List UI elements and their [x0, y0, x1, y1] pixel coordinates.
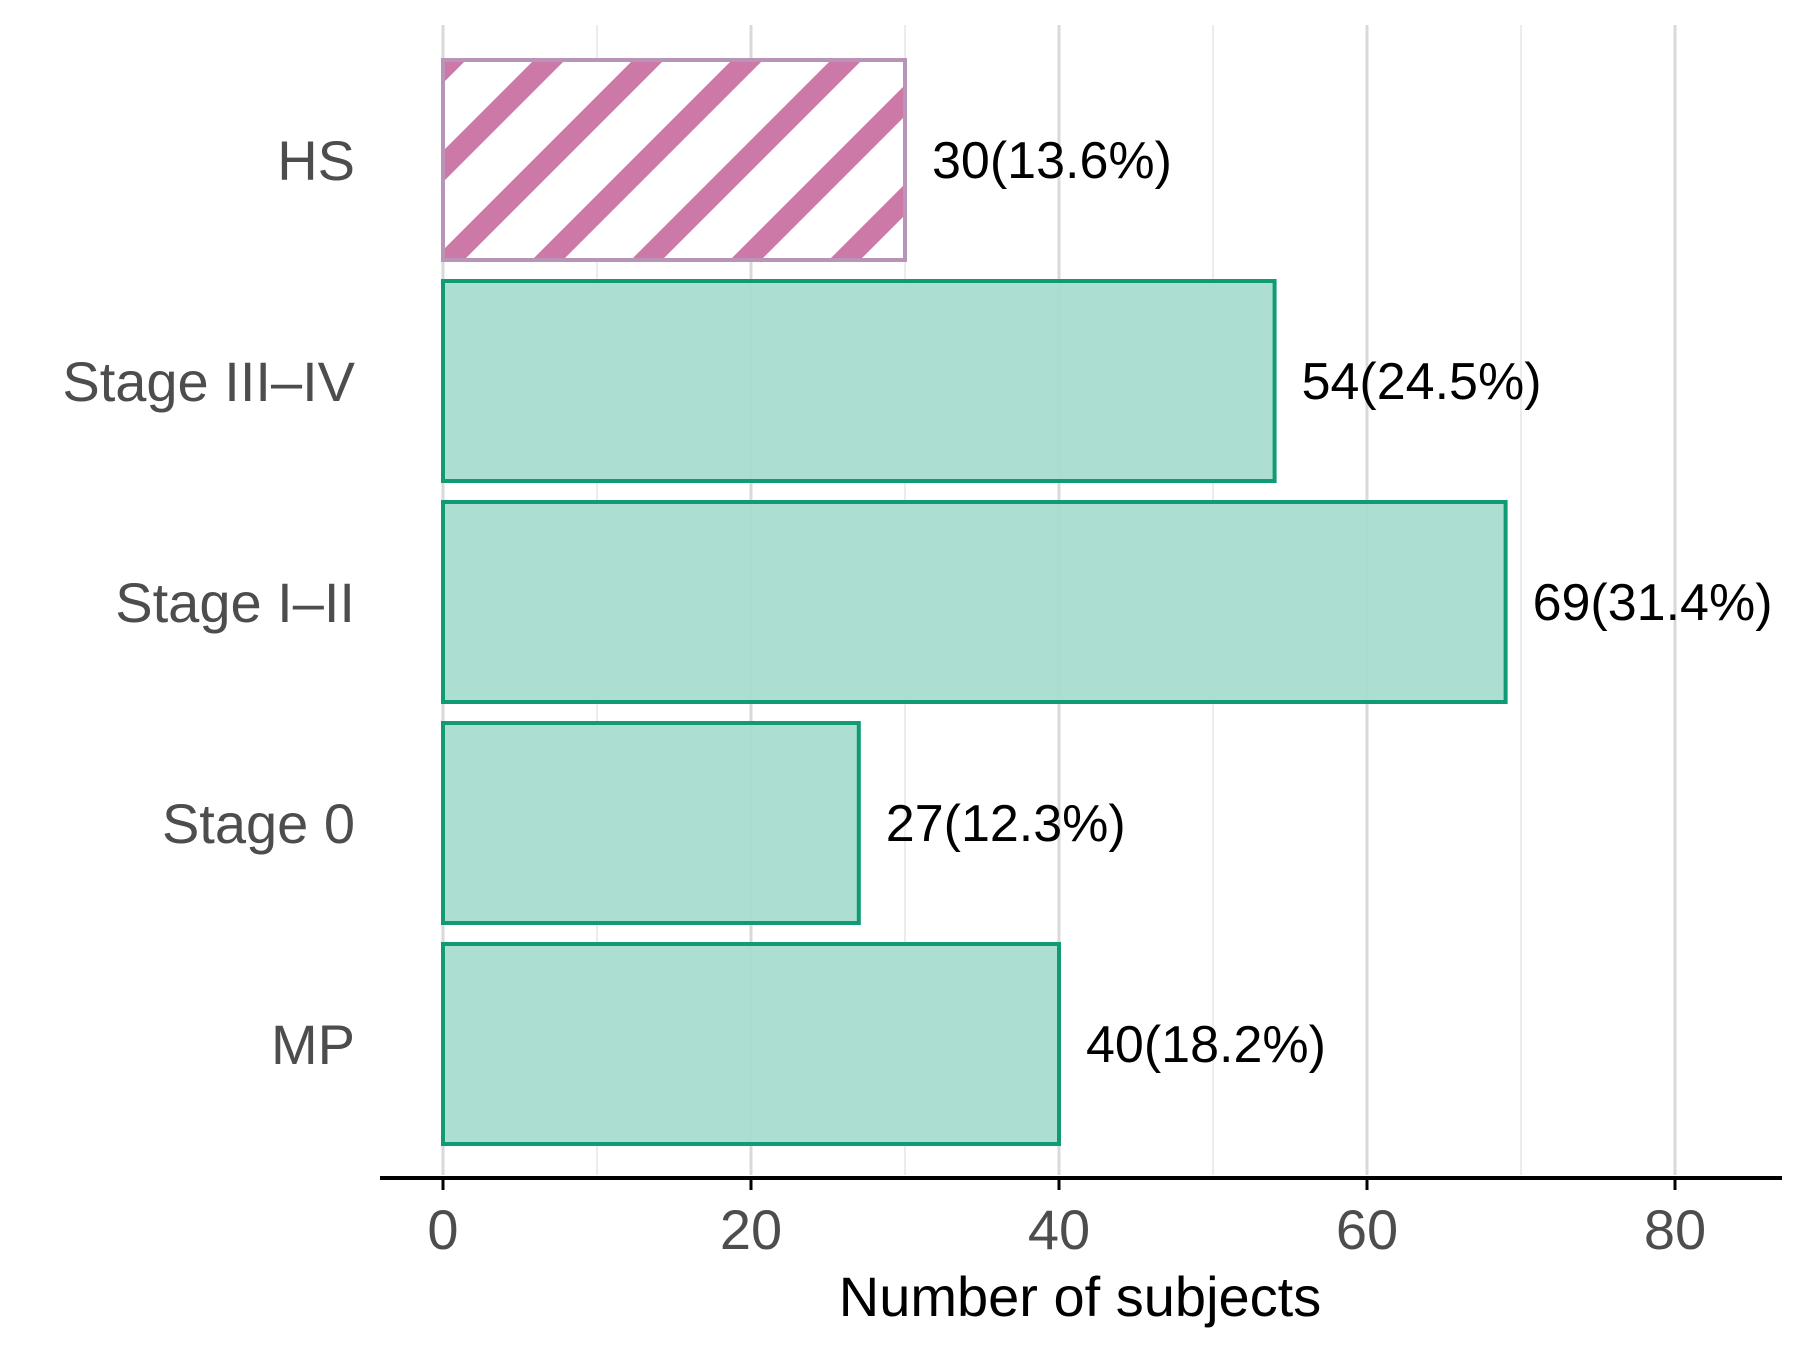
data-label-stage-0: 27(12.3%)	[886, 795, 1126, 853]
bar-stage-0	[441, 721, 861, 925]
data-labels: 30(13.6%) 54(24.5%) 69(31.4%) 27(12.3%) 40(1…	[886, 132, 1773, 1074]
category-label-stage-i-ii: Stage I–II	[115, 571, 355, 634]
category-label-stage-0: Stage 0	[162, 792, 355, 855]
x-tick-label: 40	[1028, 1198, 1090, 1261]
data-label-hs: 30(13.6%)	[932, 132, 1172, 190]
bars	[441, 58, 1508, 1146]
x-axis-title: Number of subjects	[839, 1265, 1321, 1328]
bar-stage-i-ii	[441, 500, 1508, 704]
x-tick-label: 80	[1644, 1198, 1706, 1261]
category-label-mp: MP	[271, 1013, 355, 1076]
category-label-hs: HS	[277, 129, 355, 192]
x-tick-label: 60	[1336, 1198, 1398, 1261]
data-label-stage-iii-iv: 54(24.5%)	[1302, 353, 1542, 411]
bar-hs	[441, 58, 907, 262]
y-axis-categories: HS Stage III–IV Stage I–II Stage 0 MP	[62, 129, 355, 1076]
x-axis-ticks: 0 20 40 60 80	[427, 1178, 1706, 1261]
bar-mp	[441, 942, 1061, 1146]
data-label-stage-i-ii: 69(31.4%)	[1533, 574, 1773, 632]
x-tick-label: 0	[427, 1198, 458, 1261]
data-label-mp: 40(18.2%)	[1086, 1016, 1326, 1074]
bar-stage-iii-iv	[441, 279, 1277, 483]
x-tick-label: 20	[720, 1198, 782, 1261]
category-label-stage-iii-iv: Stage III–IV	[62, 350, 355, 413]
